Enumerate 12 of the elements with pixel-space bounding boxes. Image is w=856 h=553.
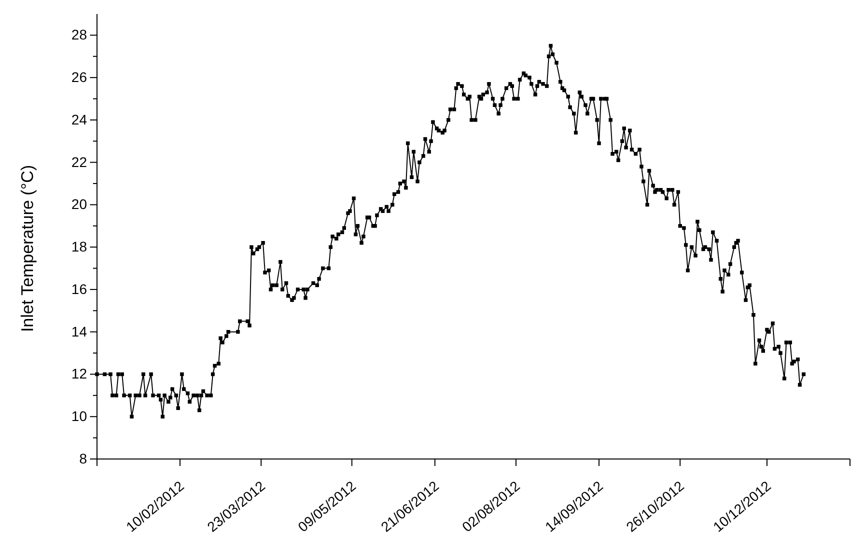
y-tick-label: 26 (71, 69, 88, 86)
y-tick-label: 8 (79, 450, 88, 466)
y-tick-label: 22 (71, 154, 88, 170)
y-tick-label: 18 (71, 238, 88, 255)
y-tick-label: 12 (71, 366, 88, 382)
y-tick-label: 14 (71, 323, 88, 340)
y-tick-label: 20 (71, 196, 88, 212)
y-tick-label: 16 (71, 280, 88, 297)
y-axis-title: Inlet Temperature (°C) (18, 164, 37, 332)
y-tick-label: 24 (71, 111, 88, 128)
y-tick-label: 28 (71, 26, 88, 43)
y-tick-label: 10 (71, 408, 88, 424)
